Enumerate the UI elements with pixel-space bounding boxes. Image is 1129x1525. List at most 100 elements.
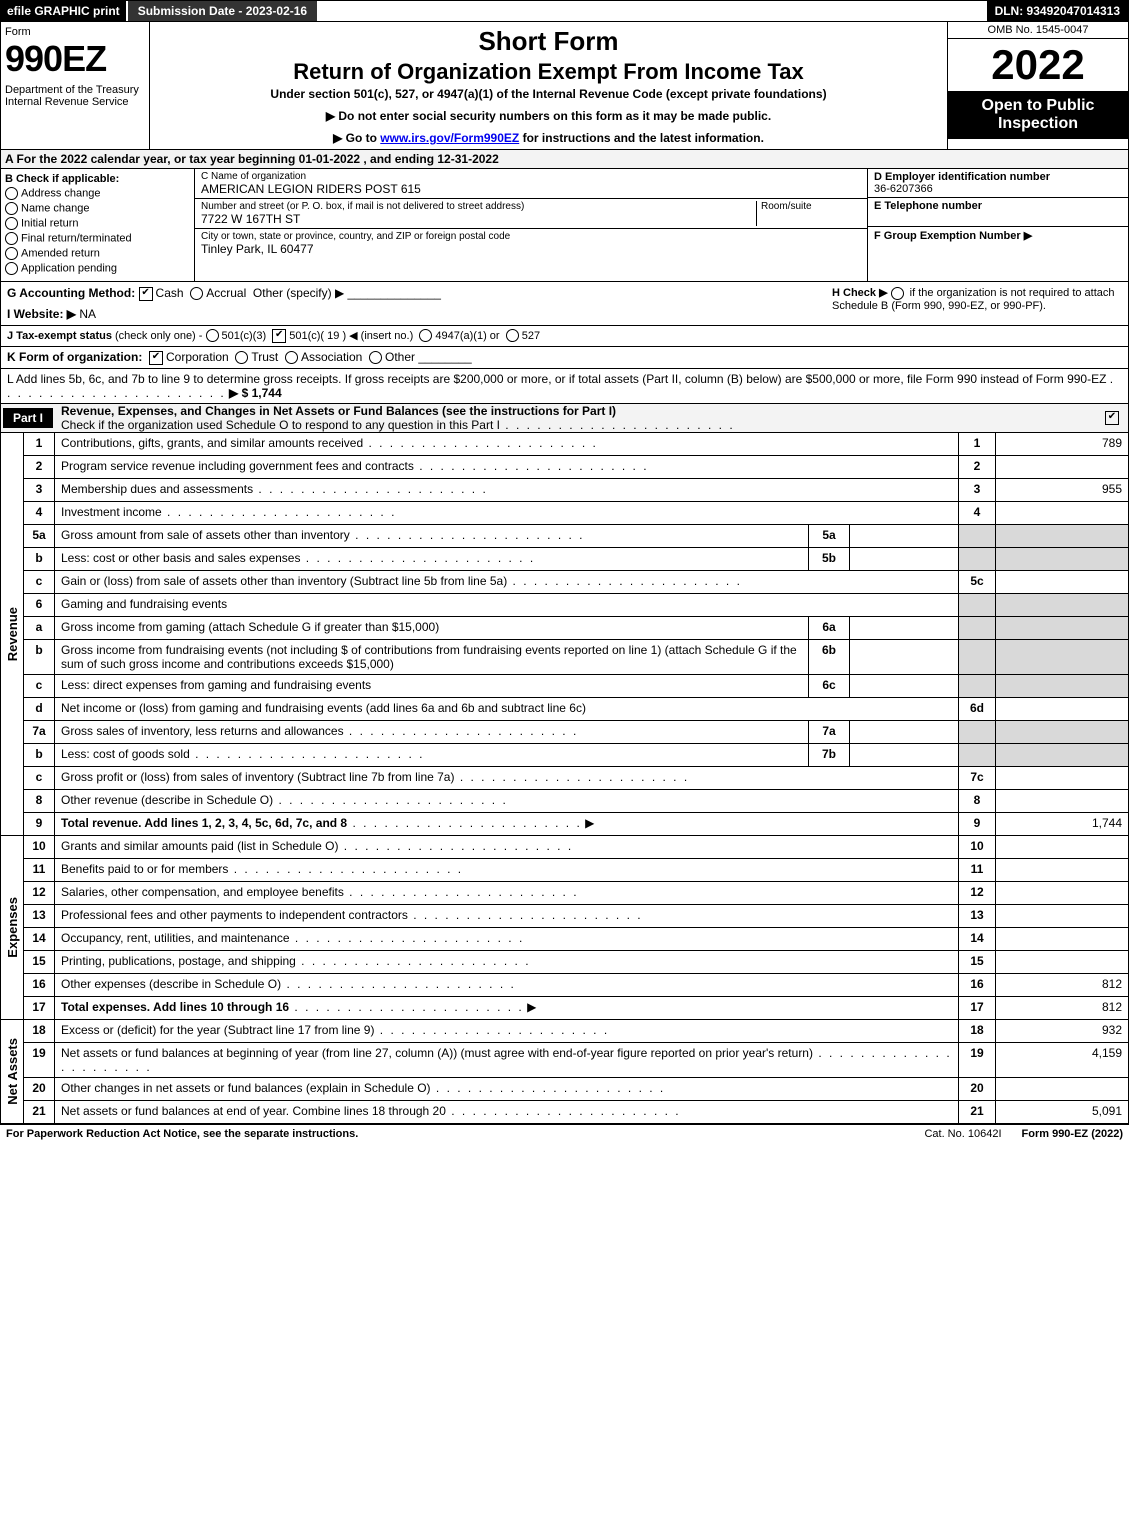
sub-ref: 5a <box>808 525 849 547</box>
line-num: 17 <box>24 997 55 1019</box>
chk-initial-return[interactable]: Initial return <box>23 217 190 230</box>
line-ref: 17 <box>958 997 995 1019</box>
line-value: 932 <box>995 1020 1128 1042</box>
line-num: 10 <box>24 836 55 858</box>
line-ref: 10 <box>958 836 995 858</box>
line-ref: 2 <box>958 456 995 478</box>
note-goto: Go to <box>333 131 380 145</box>
line-num: 21 <box>24 1101 55 1123</box>
line-ref: 21 <box>958 1101 995 1123</box>
chk-address-change[interactable]: Address change <box>23 187 190 200</box>
line-desc: Total revenue. Add lines 1, 2, 3, 4, 5c,… <box>61 816 347 830</box>
g-cash: Cash <box>156 286 184 300</box>
line-num: 6 <box>24 594 55 616</box>
line-ref: 5c <box>958 571 995 593</box>
chk-final-return[interactable]: Final return/terminated <box>23 232 190 245</box>
sub-ref: 5b <box>808 548 849 570</box>
line-num: 2 <box>24 456 55 478</box>
line-value <box>995 571 1128 593</box>
line-ref: 18 <box>958 1020 995 1042</box>
sub-ref: 7a <box>808 721 849 743</box>
chk-assoc[interactable] <box>285 351 298 364</box>
shaded-cell <box>958 548 995 570</box>
line-ref: 7c <box>958 767 995 789</box>
line-desc: Less: direct expenses from gaming and fu… <box>61 678 371 692</box>
line-num: 4 <box>24 502 55 524</box>
shaded-cell <box>958 594 995 616</box>
line-value <box>995 928 1128 950</box>
chk-name-change[interactable]: Name change <box>23 202 190 215</box>
chk-amended[interactable]: Amended return <box>23 247 190 260</box>
net-assets-label: Net Assets <box>5 1038 20 1105</box>
line-ref: 3 <box>958 479 995 501</box>
irs-link[interactable]: www.irs.gov/Form990EZ <box>380 131 519 145</box>
line-desc: Gross sales of inventory, less returns a… <box>61 724 344 738</box>
line-num: 18 <box>24 1020 55 1042</box>
line-value: 789 <box>995 433 1128 455</box>
shaded-cell <box>995 675 1128 697</box>
c-street-label: Number and street (or P. O. box, if mail… <box>201 201 756 212</box>
chk-h[interactable] <box>891 287 904 300</box>
line-desc: Gross profit or (loss) from sales of inv… <box>61 770 454 784</box>
chk-other-org[interactable] <box>369 351 382 364</box>
ein-value: 36-6207366 <box>874 183 933 195</box>
website-value: NA <box>79 307 96 321</box>
shaded-cell <box>958 525 995 547</box>
chk-cash[interactable] <box>139 287 153 301</box>
line-num: a <box>24 617 55 639</box>
chk-corp[interactable] <box>149 351 163 365</box>
shaded-cell <box>958 744 995 766</box>
line-value: 1,744 <box>995 813 1128 835</box>
line-desc: Net assets or fund balances at end of ye… <box>61 1104 446 1118</box>
line-num: 1 <box>24 433 55 455</box>
line-desc: Other changes in net assets or fund bala… <box>61 1081 431 1095</box>
j-527: 527 <box>522 330 540 342</box>
line-value: 5,091 <box>995 1101 1128 1123</box>
k-corp: Corporation <box>166 350 229 364</box>
line-num: 3 <box>24 479 55 501</box>
efile-label: efile GRAPHIC print <box>1 1 126 21</box>
sub-value <box>849 525 958 547</box>
chk-501c[interactable] <box>272 329 286 343</box>
line-ref: 9 <box>958 813 995 835</box>
line-desc: Printing, publications, postage, and shi… <box>61 954 296 968</box>
org-city: Tinley Park, IL 60477 <box>201 242 314 256</box>
line-ref: 6d <box>958 698 995 720</box>
form-title: Return of Organization Exempt From Incom… <box>156 59 941 85</box>
chk-part1-scho[interactable] <box>1105 411 1119 425</box>
line-desc: Other expenses (describe in Schedule O) <box>61 977 281 991</box>
chk-527[interactable] <box>506 329 519 342</box>
line-ref: 20 <box>958 1078 995 1100</box>
line-desc: Gaming and fundraising events <box>61 597 227 611</box>
chk-trust[interactable] <box>235 351 248 364</box>
sub-value <box>849 675 958 697</box>
line-desc: Salaries, other compensation, and employ… <box>61 885 344 899</box>
sub-ref: 7b <box>808 744 849 766</box>
shaded-cell <box>995 548 1128 570</box>
line-value <box>995 1078 1128 1100</box>
line-desc: Contributions, gifts, grants, and simila… <box>61 436 363 450</box>
line-desc: Occupancy, rent, utilities, and maintena… <box>61 931 290 945</box>
chk-accrual[interactable] <box>190 287 203 300</box>
chk-501c3[interactable] <box>206 329 219 342</box>
chk-application-pending[interactable]: Application pending <box>23 262 190 275</box>
line-value <box>995 951 1128 973</box>
line-ref: 14 <box>958 928 995 950</box>
line-num: 13 <box>24 905 55 927</box>
l-text: L Add lines 5b, 6c, and 7b to line 9 to … <box>7 372 1106 386</box>
line-value <box>995 767 1128 789</box>
line-ref: 16 <box>958 974 995 996</box>
line-desc: Gross amount from sale of assets other t… <box>61 528 350 542</box>
line-desc: Professional fees and other payments to … <box>61 908 408 922</box>
open-inspection: Open to Public Inspection <box>948 91 1128 139</box>
sub-ref: 6c <box>808 675 849 697</box>
dln: DLN: 93492047014313 <box>987 1 1128 21</box>
line-desc: Grants and similar amounts paid (list in… <box>61 839 338 853</box>
part1-label: Part I <box>3 408 53 428</box>
chk-4947[interactable] <box>419 329 432 342</box>
line-desc: Net income or (loss) from gaming and fun… <box>61 701 586 715</box>
form-ref: Form 990-EZ (2022) <box>1022 1128 1123 1140</box>
line-desc: Benefits paid to or for members <box>61 862 228 876</box>
line-num: 16 <box>24 974 55 996</box>
shaded-cell <box>958 640 995 674</box>
